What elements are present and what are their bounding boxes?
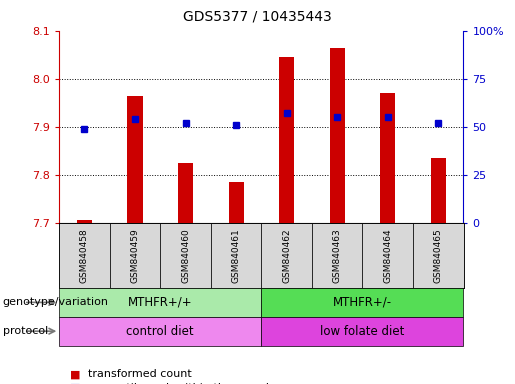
Text: genotype/variation: genotype/variation — [3, 297, 109, 308]
Bar — [330, 48, 345, 223]
Bar — [431, 158, 446, 223]
Text: control diet: control diet — [127, 325, 194, 338]
Bar — [312, 223, 363, 288]
Text: GSM840465: GSM840465 — [434, 228, 443, 283]
Text: GSM840458: GSM840458 — [80, 228, 89, 283]
Text: GSM840464: GSM840464 — [383, 228, 392, 283]
Text: low folate diet: low folate diet — [320, 325, 405, 338]
Bar — [261, 223, 312, 288]
Bar — [160, 223, 211, 288]
Bar — [380, 93, 396, 223]
Bar — [59, 317, 261, 346]
Bar — [211, 223, 261, 288]
Text: GSM840462: GSM840462 — [282, 228, 291, 283]
Text: protocol: protocol — [3, 326, 48, 336]
Bar — [59, 288, 261, 317]
Text: GSM840463: GSM840463 — [333, 228, 341, 283]
Bar — [178, 163, 193, 223]
Text: ■: ■ — [70, 383, 80, 384]
Bar — [229, 182, 244, 223]
Bar — [77, 220, 92, 223]
Bar — [261, 317, 464, 346]
Bar — [59, 223, 110, 288]
Bar — [110, 223, 160, 288]
Bar — [363, 223, 413, 288]
Text: percentile rank within the sample: percentile rank within the sample — [88, 383, 276, 384]
Text: GDS5377 / 10435443: GDS5377 / 10435443 — [183, 10, 332, 23]
Text: ■: ■ — [70, 369, 80, 379]
Text: GSM840461: GSM840461 — [232, 228, 241, 283]
Text: GSM840459: GSM840459 — [130, 228, 140, 283]
Bar — [413, 223, 464, 288]
Bar — [261, 288, 464, 317]
Text: MTHFR+/-: MTHFR+/- — [333, 296, 392, 309]
Bar — [279, 57, 294, 223]
Text: transformed count: transformed count — [88, 369, 191, 379]
Bar — [127, 96, 143, 223]
Text: GSM840460: GSM840460 — [181, 228, 190, 283]
Text: MTHFR+/+: MTHFR+/+ — [128, 296, 193, 309]
